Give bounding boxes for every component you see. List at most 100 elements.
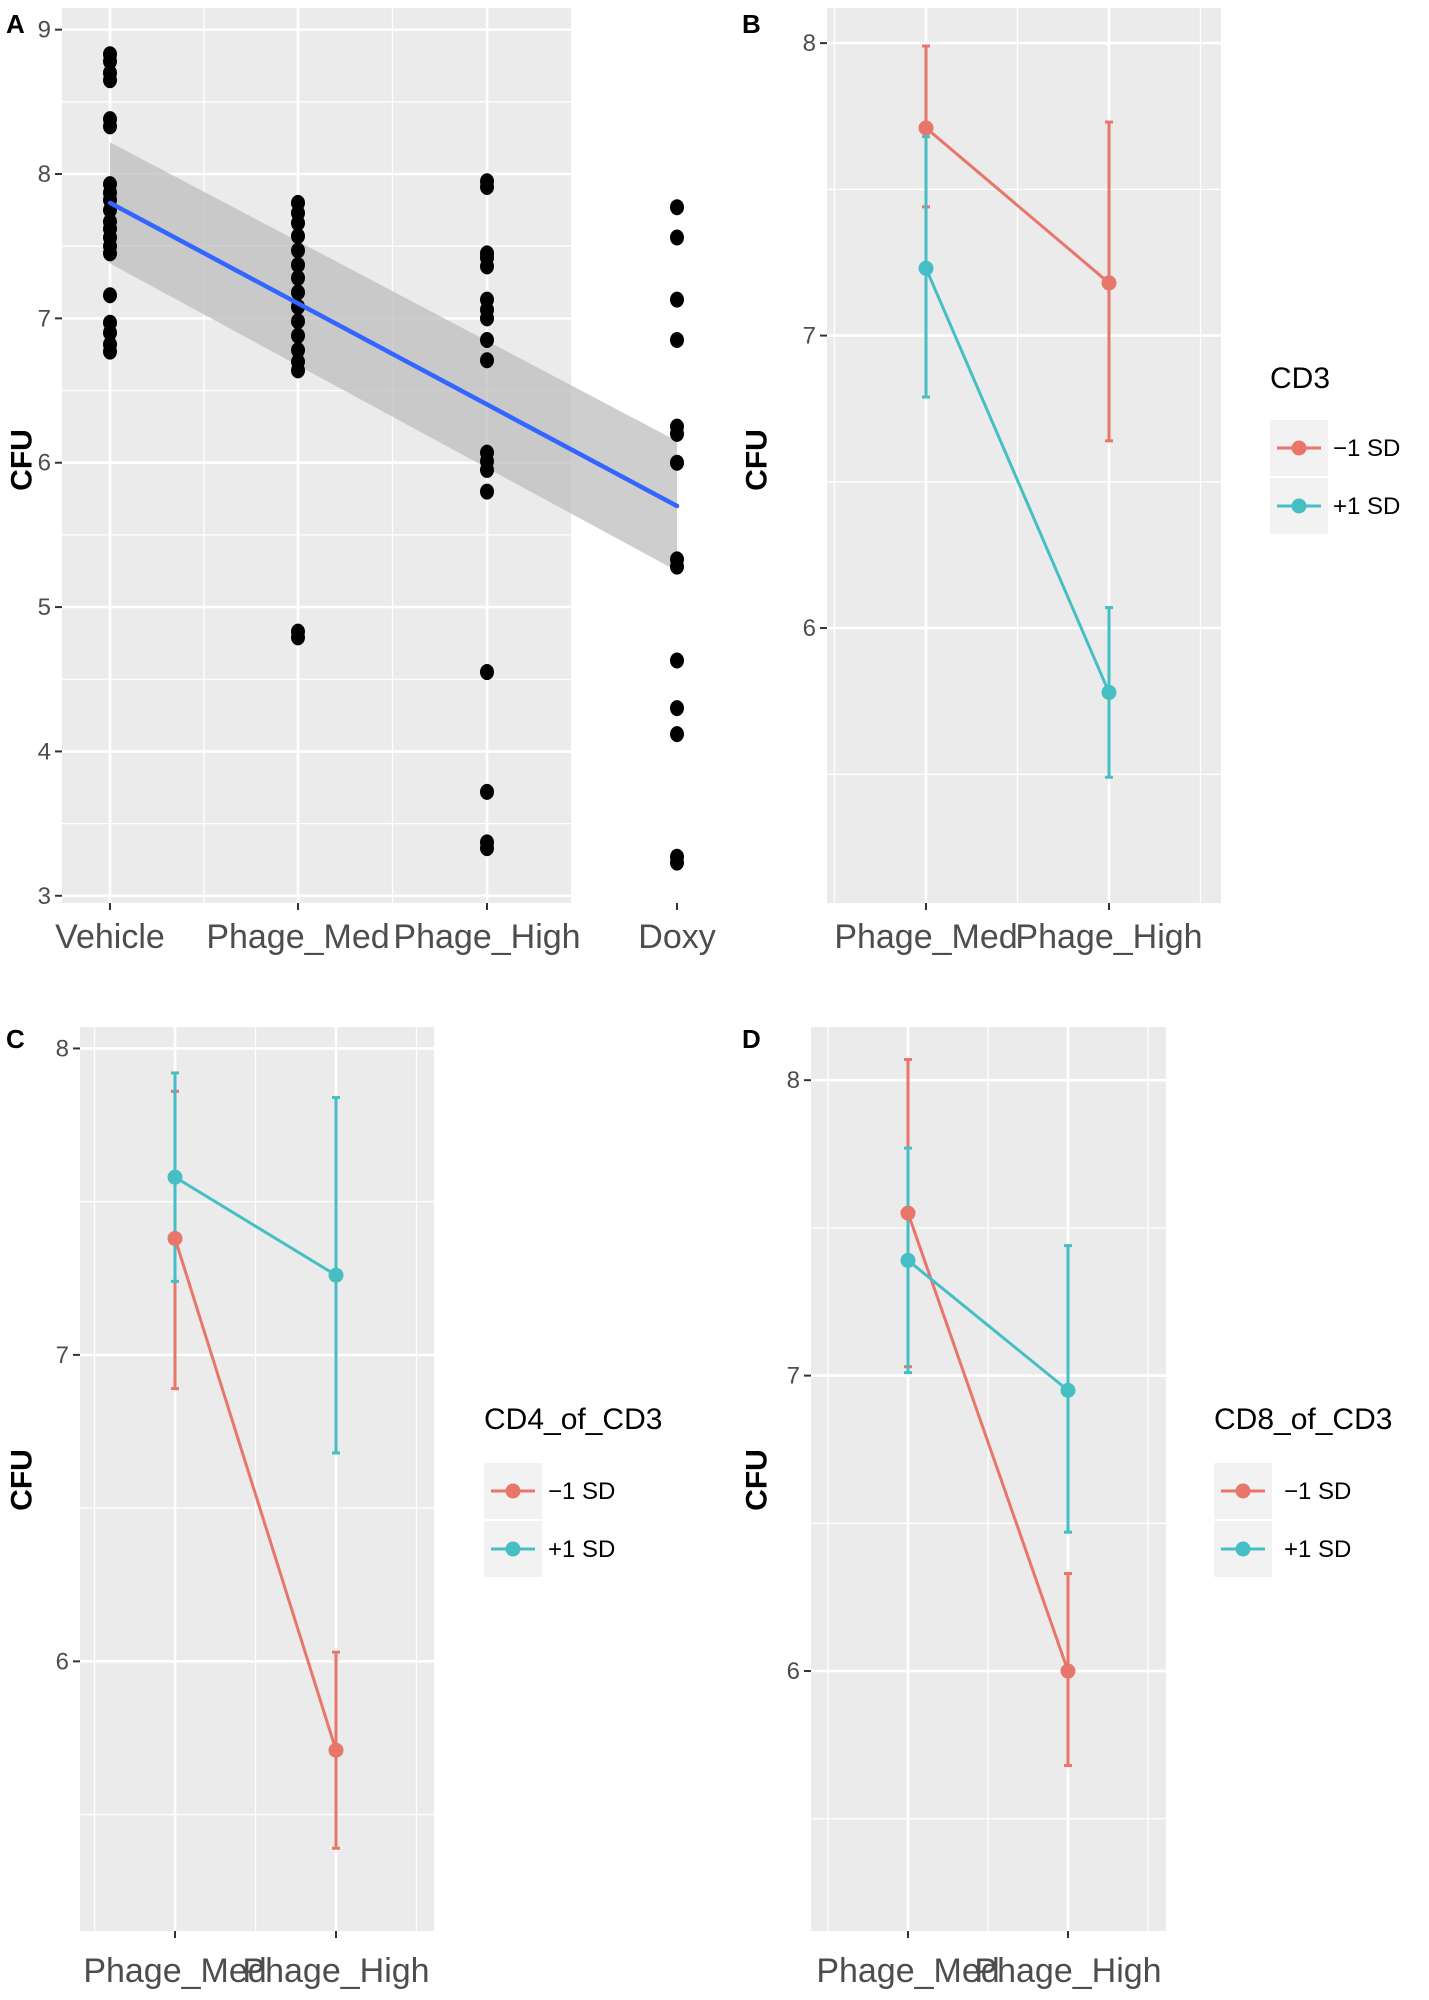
data-point [670,332,684,349]
data-point [291,256,305,273]
legend-label: +1 SD [548,1536,615,1563]
y-tick-label: 8 [56,1035,69,1062]
data-point [670,229,684,246]
data-point [670,726,684,743]
legend-key-point [1235,1483,1251,1499]
data-point [480,483,494,500]
x-tick-label: Phage_Med [83,1952,266,1990]
data-point [291,269,305,286]
data-point [103,324,117,341]
series-point [1060,1382,1076,1398]
data-point [670,652,684,669]
legend-key-point [1291,440,1307,456]
series-point [918,260,934,276]
legend-label: −1 SD [548,1478,615,1505]
series-line [906,1212,1070,1672]
series-line [925,126,1110,285]
series-line [924,267,1111,694]
legend-key-point [1235,1541,1251,1557]
y-axis-title: CFU [6,1449,39,1511]
data-point [291,362,305,379]
y-tick-label: 6 [787,1658,800,1685]
legend-label: −1 SD [1284,1478,1351,1505]
regression-line [107,200,680,509]
y-tick-label: 8 [787,1067,800,1094]
x-tick-label: Doxy [638,918,715,956]
data-point [103,53,117,70]
legend-title: CD4_of_CD3 [484,1403,662,1436]
data-point [670,291,684,308]
legend-key-point [505,1483,521,1499]
data-point [291,342,305,359]
y-tick-label: 6 [56,1648,69,1675]
series-point [1101,684,1117,700]
data-point [103,287,117,304]
legend: CD3 −1 SD +1 SD [1270,362,1400,534]
data-point [103,245,117,262]
x-tick-label: Phage_Med [816,1952,999,1990]
y-tick-label: 5 [38,594,51,621]
data-point [480,352,494,369]
legend-label: +1 SD [1333,493,1400,520]
data-point [480,461,494,478]
data-point [291,284,305,301]
legend-key-point [505,1541,521,1557]
x-tick-label: Phage_High [974,1952,1161,1990]
series-line [173,1237,338,1751]
legend-label: +1 SD [1284,1536,1351,1563]
data-point [670,558,684,575]
data-point [480,310,494,327]
legend: CD8_of_CD3 −1 SD +1 SD [1214,1403,1392,1577]
y-tick-label: 7 [803,323,816,350]
y-axis-title: CFU [6,429,39,491]
panel-background [827,8,1221,903]
legend: CD4_of_CD3 −1 SD +1 SD [484,1403,662,1577]
panel-a: 3 4 5 6 7 8 9 Vehicle Phage_Med Phage_High Doxy CFU… [6,8,716,956]
series-point [918,120,934,136]
y-tick-label: 7 [56,1342,69,1369]
panel-letter: B [742,9,761,39]
series-line [174,1175,337,1277]
data-point [291,242,305,259]
data-point [291,629,305,646]
series-point [900,1252,916,1268]
data-point [670,199,684,216]
data-point [291,228,305,245]
series-point [328,1267,344,1283]
x-tick-label: Phage_Med [834,918,1017,956]
data-point [670,700,684,717]
y-tick-label: 7 [787,1363,800,1390]
y-tick-label: 6 [38,450,51,477]
y-tick-label: 7 [38,305,51,332]
y-tick-label: 6 [803,615,816,642]
data-point [480,840,494,857]
y-axis-title: CFU [741,429,774,491]
y-tick-label: 4 [38,738,51,765]
series-point [1060,1663,1076,1679]
y-tick-label: 8 [803,30,816,57]
data-point [670,454,684,471]
data-point [103,343,117,360]
series-point [167,1230,183,1246]
data-point [480,664,494,681]
y-axis-title: CFU [741,1449,774,1511]
panel-letter: C [6,1024,25,1054]
data-point [480,179,494,195]
x-tick-label: Phage_High [1015,918,1202,956]
data-point [480,783,494,800]
data-point [480,258,494,275]
y-tick-label: 8 [38,161,51,188]
series-line [907,1259,1069,1392]
data-point [291,313,305,330]
data-point [103,72,117,89]
data-point [103,118,117,135]
panel-background [80,1027,434,1931]
data-point [291,215,305,232]
x-tick-label: Vehicle [55,918,165,956]
series-point [167,1169,183,1185]
y-tick-label: 3 [38,883,51,910]
legend-label: −1 SD [1333,435,1400,462]
